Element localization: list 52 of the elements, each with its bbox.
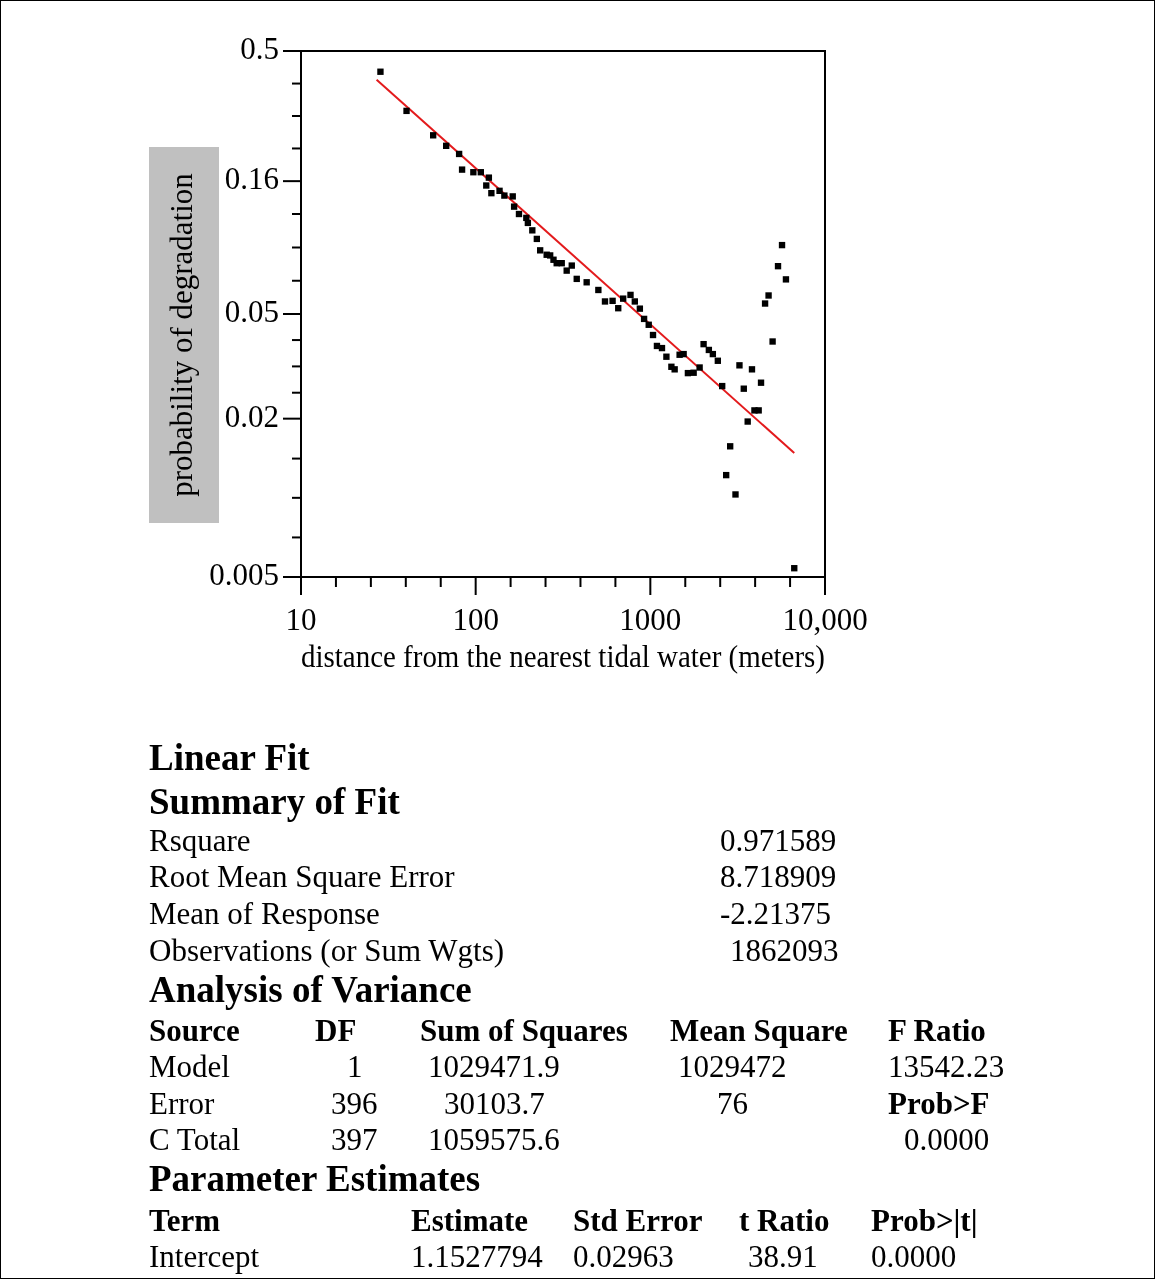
text: Model	[149, 1049, 230, 1085]
text: Summary of Fit	[149, 781, 400, 822]
text: 1029471.9	[428, 1049, 560, 1085]
text: Parameter Estimates	[149, 1158, 481, 1199]
text: Analysis of Variance	[149, 969, 472, 1010]
x-tick-label: 100	[452, 601, 499, 637]
x-tick-label: 10,000	[782, 601, 868, 637]
text: 13542.23	[888, 1049, 1005, 1085]
y-tick-label: 0.16	[224, 161, 279, 197]
text: Observations (or Sum Wgts)	[149, 933, 505, 969]
text: Term	[149, 1203, 221, 1239]
text: 30103.7	[444, 1086, 545, 1122]
text: 38.91	[748, 1239, 818, 1275]
text: 76	[717, 1086, 748, 1122]
text: F Ratio	[888, 1013, 986, 1049]
text: 8.718909	[720, 859, 837, 895]
x-tick-label: 10	[285, 601, 317, 637]
x-tick-label: 1000	[619, 601, 682, 637]
text: DF	[315, 1013, 357, 1049]
text: Error	[149, 1086, 215, 1122]
text: Source	[149, 1013, 240, 1049]
text: 1059575.6	[428, 1122, 560, 1158]
text: -2.21375	[720, 896, 832, 932]
text: 1.1527794	[411, 1239, 543, 1275]
text: 0.971589	[720, 823, 837, 859]
y-tick-label: 0.05	[224, 294, 279, 330]
text: 0.0000	[871, 1239, 957, 1275]
text: t Ratio	[739, 1203, 830, 1239]
y-tick-label: 0.5	[240, 31, 279, 67]
text: C Total	[149, 1122, 241, 1158]
text: Sum of Squares	[420, 1013, 628, 1049]
text: 396	[331, 1086, 378, 1122]
y-tick-label: 0.005	[209, 557, 279, 593]
y-axis-title: probability of degradation	[164, 172, 200, 497]
text: Prob>F	[888, 1086, 990, 1122]
text: 1	[347, 1049, 363, 1085]
text: 1862093	[730, 933, 839, 969]
text: 1029472	[678, 1049, 787, 1085]
text: Linear Fit	[149, 737, 310, 778]
text: 397	[331, 1122, 378, 1158]
text: Mean of Response	[149, 896, 380, 932]
text: Prob>|t|	[871, 1203, 978, 1239]
text: Root Mean Square Error	[149, 859, 455, 895]
text: Estimate	[411, 1203, 529, 1239]
text: Intercept	[149, 1239, 260, 1275]
x-axis-title: distance from the nearest tidal water (meters)	[301, 638, 825, 674]
text: Mean Square	[670, 1013, 848, 1049]
text: Rsquare	[149, 823, 251, 859]
text: 0.02963	[573, 1239, 674, 1275]
y-tick-label: 0.02	[224, 398, 279, 434]
text: 0.0000	[904, 1122, 990, 1158]
text: Std Error	[573, 1203, 703, 1239]
